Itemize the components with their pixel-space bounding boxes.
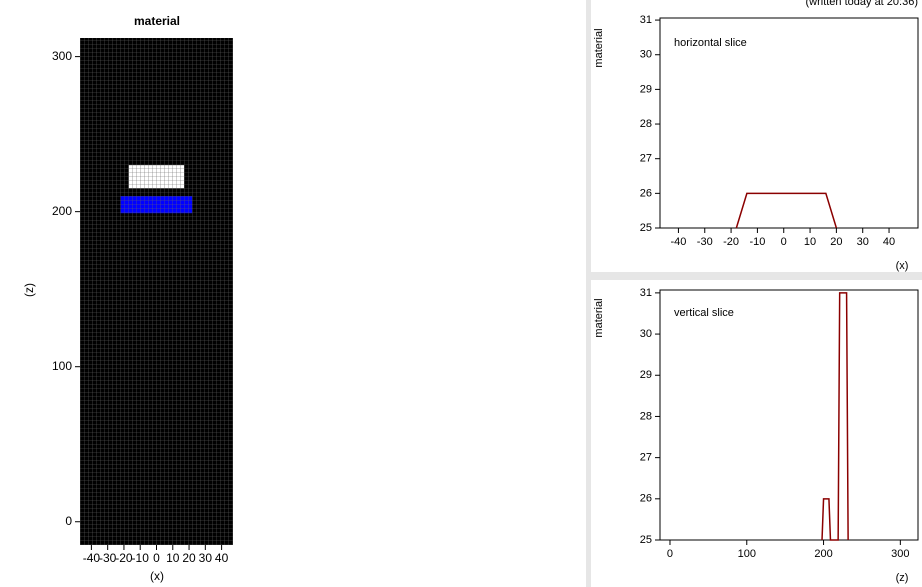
x-tick-label: 20: [830, 236, 842, 248]
y-tick-label: 28: [640, 410, 652, 422]
x-tick-label: -40: [83, 551, 101, 565]
y-tick-label: 25: [640, 222, 652, 234]
y-tick-label: 200: [52, 204, 72, 218]
y-tick-label: 31: [640, 287, 652, 299]
y-axis-label: (z): [22, 283, 36, 297]
chart-title: material: [134, 14, 180, 28]
x-tick-label: 200: [814, 548, 832, 560]
mesh: [80, 38, 233, 545]
slice-annotation: horizontal slice: [674, 37, 747, 49]
y-tick-label: 25: [640, 534, 652, 546]
x-tick-label: 300: [891, 548, 909, 560]
x-tick-label: 30: [199, 551, 213, 565]
x-tick-label: -30: [697, 236, 713, 248]
x-tick-label: 0: [667, 548, 673, 560]
y-axis-label: material: [593, 298, 605, 337]
y-tick-label: 31: [640, 14, 652, 26]
x-tick-label: -10: [132, 551, 150, 565]
x-tick-label: 40: [215, 551, 229, 565]
x-tick-label: 20: [182, 551, 196, 565]
y-tick-label: 300: [52, 49, 72, 63]
x-tick-label: 40: [883, 236, 895, 248]
plot-area: [659, 289, 919, 541]
y-tick-label: 27: [640, 153, 652, 165]
y-tick-label: 30: [640, 328, 652, 340]
y-tick-label: 26: [640, 493, 652, 505]
x-tick-label: -10: [749, 236, 765, 248]
y-tick-label: 100: [52, 359, 72, 373]
x-tick-label: 0: [781, 236, 787, 248]
y-tick-label: 27: [640, 452, 652, 464]
slice-line: [821, 292, 849, 541]
y-axis-label: material: [593, 28, 605, 67]
vertical-splitter[interactable]: [586, 0, 591, 587]
x-tick-label: -20: [115, 551, 133, 565]
plot-area: [659, 17, 919, 229]
x-tick-label: 100: [738, 548, 756, 560]
y-tick-label: 26: [640, 187, 652, 199]
slice-annotation: vertical slice: [674, 307, 734, 319]
x-tick-label: 30: [857, 236, 869, 248]
y-tick-label: 30: [640, 49, 652, 61]
slice-line: [735, 192, 838, 229]
horizontal-splitter[interactable]: [591, 272, 922, 280]
x-tick-label: 0: [153, 551, 160, 565]
x-axis-label: (x): [896, 260, 909, 272]
header-note: (written today at 20:36): [805, 0, 918, 8]
x-tick-label: -20: [723, 236, 739, 248]
x-tick-label: 10: [804, 236, 816, 248]
x-tick-label: -30: [99, 551, 117, 565]
y-tick-label: 28: [640, 118, 652, 130]
x-axis-label: (z): [896, 572, 909, 584]
x-tick-label: 10: [166, 551, 180, 565]
y-tick-label: 0: [65, 514, 72, 528]
x-axis-label: (x): [150, 569, 164, 583]
x-tick-label: -40: [670, 236, 686, 248]
y-tick-label: 29: [640, 369, 652, 381]
y-tick-label: 29: [640, 83, 652, 95]
